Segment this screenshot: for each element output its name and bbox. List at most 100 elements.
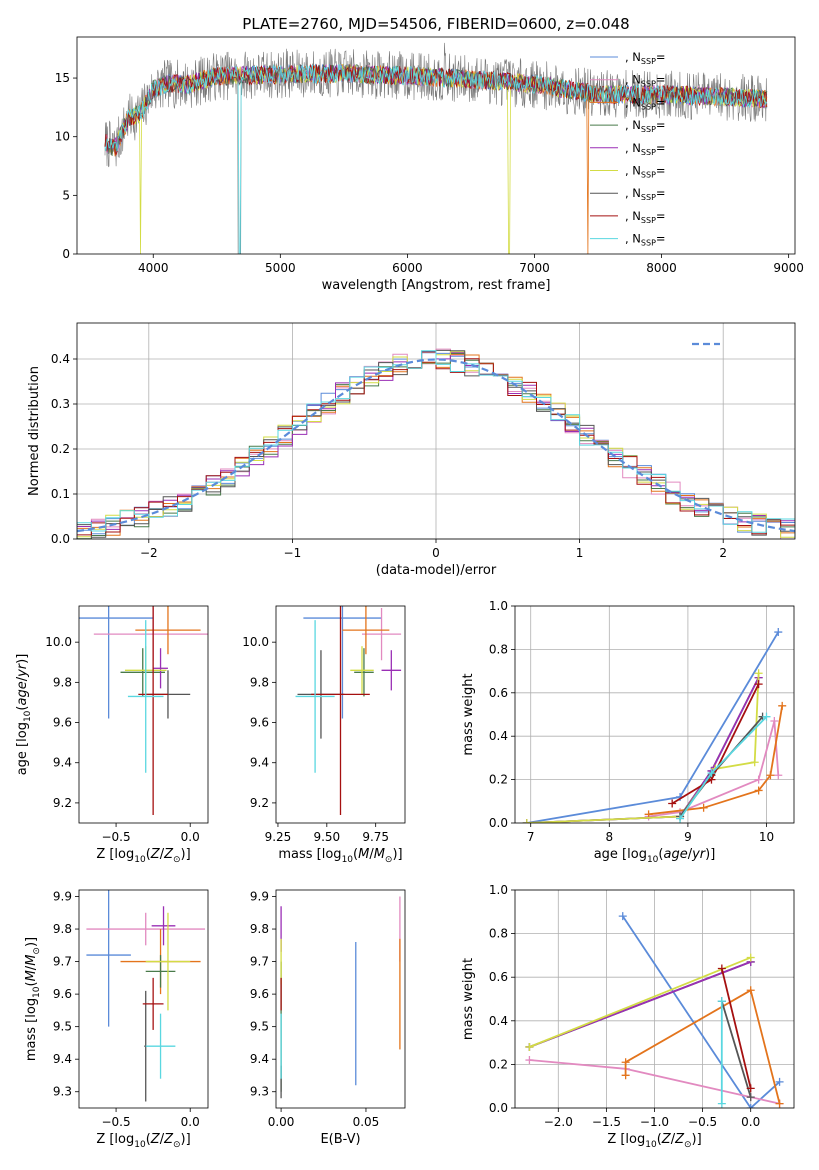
plot-area bbox=[280, 896, 401, 1099]
x-axis-label: mass [log10(M/M⊙)] bbox=[278, 847, 402, 865]
legend-label-kroupa-elodie: , NSSP= bbox=[625, 164, 666, 180]
x-tick-label: 9.75 bbox=[362, 830, 389, 844]
plot-area bbox=[525, 912, 784, 1108]
errorbar-kroupa-stelib bbox=[295, 620, 335, 773]
y-tick-label: 0.4 bbox=[489, 729, 508, 743]
axes-frame bbox=[76, 322, 796, 540]
y-tick-label: 9.4 bbox=[53, 756, 72, 770]
errorbar-chabrier-elodie bbox=[145, 955, 176, 988]
x-axis-label: age [log10(age/yr)] bbox=[594, 847, 716, 865]
weight-marker-salpeter-miles bbox=[770, 717, 779, 726]
y-tick-label: 9.8 bbox=[250, 675, 269, 689]
mass-vs-metallicity-plot: −0.5 0.0 9.3 9.4 9.5 9.6 9.7 9.8 9.9 Z [log10(Z/Z… bbox=[24, 889, 209, 1150]
x-tick-label: −1 bbox=[284, 546, 302, 560]
weight-marker-chabrier-miles bbox=[775, 1077, 784, 1086]
weight-marker-salpeter-stelib bbox=[754, 680, 763, 689]
errorbar-salpeter-stelib bbox=[311, 606, 370, 815]
weight-marker-kroupa-stelib bbox=[762, 712, 771, 721]
errorbar-chabrier-miles bbox=[86, 890, 131, 1027]
axes-frame bbox=[514, 889, 795, 1109]
weight-marker-salpeter-stelib bbox=[717, 964, 726, 973]
figure-title: PLATE=2760, MJD=54506, FIBERID=0600, z=0… bbox=[242, 15, 629, 33]
y-tick-label: 0.1 bbox=[51, 487, 70, 501]
x-tick-label: 0.0 bbox=[181, 1115, 200, 1129]
errorbar-salpeter-stelib bbox=[142, 977, 164, 1030]
x-tick-label: 9.50 bbox=[313, 830, 340, 844]
axes-frame bbox=[275, 605, 406, 824]
spectrum-plot: 4000 5000 6000 7000 8000 9000 0 5 10 15 wavelength… bbox=[55, 36, 804, 293]
weight-marker-kroupa-miles bbox=[775, 1099, 784, 1108]
weight-line-salpeter-miles bbox=[529, 1059, 780, 1105]
y-tick-label: 0 bbox=[62, 247, 70, 261]
weight-line-salpeter-stelib bbox=[720, 968, 752, 1089]
residual-histogram-plot: −2 −1 0 1 2 0.0 0.1 0.2 0.3 0.4 (data-model)/error… bbox=[27, 322, 796, 578]
weight-marker-chabrier-miles bbox=[774, 628, 783, 637]
weight-marker-salpeter-stelib bbox=[746, 1084, 755, 1093]
errorbar-chabrier-miles bbox=[303, 606, 382, 719]
x-tick-label: 2 bbox=[719, 546, 727, 560]
x-tick-label: 1 bbox=[576, 546, 584, 560]
model-spectrum-kroupa-stelib bbox=[104, 63, 768, 254]
axes-frame bbox=[275, 889, 406, 1109]
y-tick-label: 9.7 bbox=[53, 955, 72, 969]
y-tick-label: 0.0 bbox=[51, 532, 70, 546]
weight-marker-kroupa-miles bbox=[699, 803, 708, 812]
x-tick-label: 0 bbox=[432, 546, 440, 560]
age-vs-mass-plot: 9.25 9.50 9.75 9.2 9.4 9.6 9.8 10.0 mass [log10(… bbox=[242, 605, 406, 865]
errorbar-kroupa-elodie bbox=[145, 912, 191, 1011]
x-axis-label: (data-model)/error bbox=[376, 563, 497, 578]
y-tick-label: 9.4 bbox=[250, 1052, 269, 1066]
plot-area bbox=[295, 606, 402, 815]
y-tick-label: 10.0 bbox=[242, 635, 269, 649]
y-tick-label: 1.0 bbox=[489, 599, 508, 613]
errorbar-kroupa-miles bbox=[342, 606, 390, 655]
legend-label-chabrier-elodie: , NSSP= bbox=[625, 118, 666, 134]
y-tick-label: 9.5 bbox=[53, 1020, 72, 1034]
y-tick-label: 9.4 bbox=[250, 756, 269, 770]
observed-spectrum bbox=[104, 42, 768, 254]
weight-marker-kroupa-miles bbox=[754, 786, 763, 795]
plot-area bbox=[522, 628, 787, 823]
weight-marker-chabrier-stelib bbox=[746, 1093, 755, 1102]
weight-marker-kroupa-stelib bbox=[717, 997, 726, 1006]
x-tick-label: −1.0 bbox=[640, 1115, 669, 1129]
y-tick-label: 9.2 bbox=[250, 796, 269, 810]
y-tick-label: 9.6 bbox=[250, 987, 269, 1001]
y-tick-label: 0.8 bbox=[489, 642, 508, 656]
weight-marker-kroupa-stelib bbox=[717, 1099, 726, 1108]
y-tick-label: 9.3 bbox=[250, 1085, 269, 1099]
y-tick-label: 9.8 bbox=[250, 922, 269, 936]
x-tick-label: 0.0 bbox=[741, 1115, 760, 1129]
weight-line-chabrier-miles bbox=[526, 631, 780, 823]
legend-label-salpeter-stelib: , NSSP= bbox=[625, 209, 666, 225]
weight-marker-kroupa-elodie bbox=[525, 1042, 534, 1051]
mass-weight-vs-age-plot: 7 8 9 10 0.0 0.2 0.4 0.6 0.8 1.0 age [log10(age/yr… bbox=[461, 599, 795, 865]
x-tick-label: 8000 bbox=[646, 261, 677, 275]
y-tick-label: 9.8 bbox=[53, 922, 72, 936]
weight-marker-kroupa-elodie bbox=[522, 819, 531, 823]
y-tick-label: 9.4 bbox=[53, 1052, 72, 1066]
x-tick-label: 8 bbox=[605, 830, 613, 844]
weight-line-kroupa-elodie bbox=[529, 956, 752, 1048]
weight-marker-kroupa-miles bbox=[621, 1058, 630, 1067]
weight-marker-salpeter-miles bbox=[525, 1056, 534, 1065]
y-tick-label: 0.0 bbox=[489, 816, 508, 830]
weight-marker-kroupa-stelib bbox=[676, 814, 685, 823]
x-tick-label: 9 bbox=[684, 830, 692, 844]
errorbar-salpeter-miles bbox=[86, 912, 206, 946]
y-tick-label: 0.8 bbox=[489, 927, 508, 941]
plot-area bbox=[77, 348, 795, 539]
y-tick-label: 0.4 bbox=[51, 352, 70, 366]
x-tick-label: −1.5 bbox=[592, 1115, 621, 1129]
y-tick-label: 0.0 bbox=[489, 1101, 508, 1115]
legend-label-chabrier-stelib: , NSSP= bbox=[625, 186, 666, 202]
weight-marker-kroupa-stelib bbox=[707, 769, 716, 778]
plot-area bbox=[104, 42, 768, 254]
y-tick-label: 9.6 bbox=[250, 716, 269, 730]
x-tick-label: 7 bbox=[527, 830, 535, 844]
y-tick-label: 1.0 bbox=[489, 883, 508, 897]
y-tick-label: 9.2 bbox=[53, 796, 72, 810]
axes-frame bbox=[78, 889, 209, 1109]
mass-weight-vs-metallicity-plot: −2.0 −1.5 −1.0 −0.5 0.0 0.0 0.2 0.4 0.6 0.8 1.0 Z [… bbox=[461, 883, 795, 1150]
model-spectrum-salpeter-stelib bbox=[104, 63, 768, 156]
